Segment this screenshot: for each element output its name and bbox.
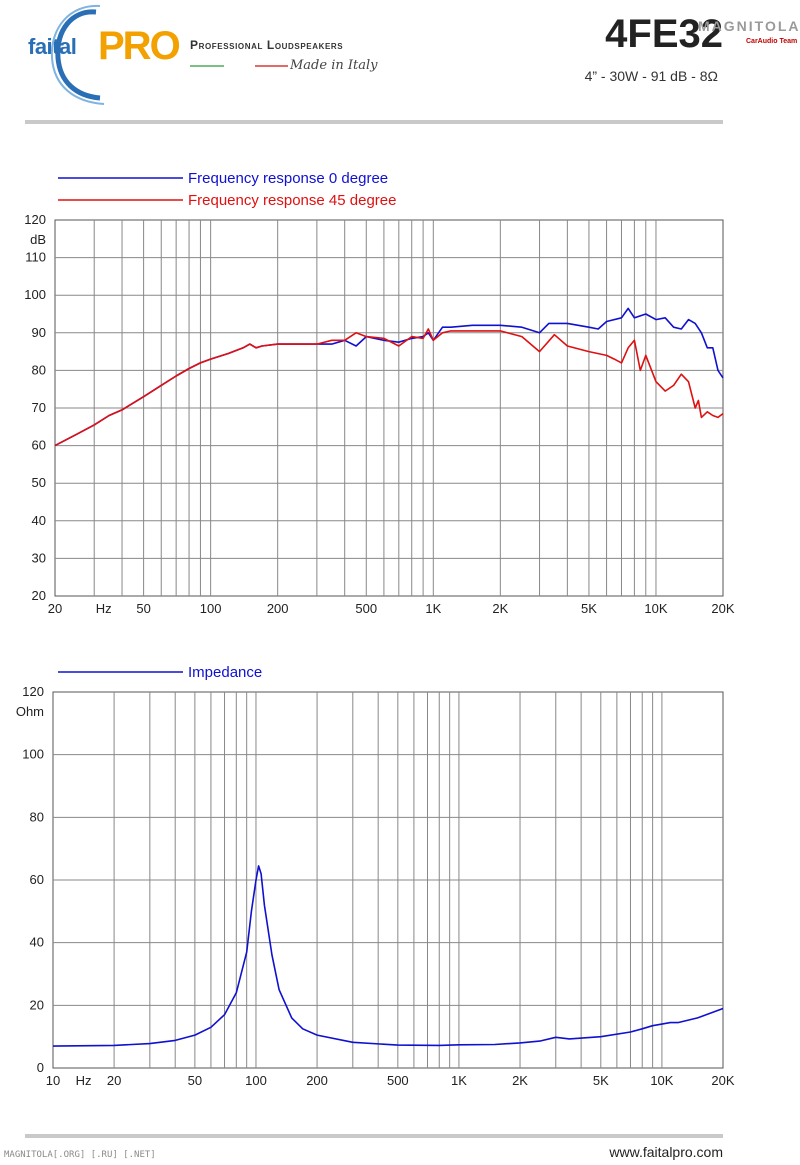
fr-y-tick-label: 90 (32, 325, 46, 340)
imp-y-tick-label: 100 (22, 747, 44, 762)
imp-legend-label-0: Impedance (188, 664, 262, 681)
imp-x-tick-label: 20K (711, 1073, 734, 1088)
imp-x-axis-label: Hz (76, 1073, 92, 1088)
imp-x-tick-label: 10K (650, 1073, 673, 1088)
imp-x-tick-label: 100 (245, 1073, 267, 1088)
fr-x-tick-label: 50 (136, 601, 150, 616)
imp-x-tick-label: 200 (306, 1073, 328, 1088)
fr-legend-label-1: Frequency response 45 degree (188, 192, 396, 209)
fr-legend-label-0: Frequency response 0 degree (188, 170, 388, 187)
imp-x-tick-label: 50 (188, 1073, 202, 1088)
top-separator (25, 120, 723, 124)
fr-y-tick-label: 100 (24, 287, 46, 302)
website-link[interactable]: www.faitalpro.com (609, 1144, 723, 1160)
imp-y-tick-label: 20 (30, 997, 44, 1012)
fr-x-tick-label: 100 (200, 601, 222, 616)
fr-x-tick-label: 10K (644, 601, 667, 616)
made-in-label: Made in Italy (290, 58, 378, 73)
imp-y-tick-label: 0 (37, 1060, 44, 1075)
imp-x-tick-label: 2K (512, 1073, 528, 1088)
fr-x-tick-label: 5K (581, 601, 597, 616)
imp-y-tick-label: 80 (30, 809, 44, 824)
imp-x-tick-label: 10 (46, 1073, 60, 1088)
model-title: 4FE32 (605, 12, 723, 56)
fr-y-tick-label: 60 (32, 438, 46, 453)
fr-x-tick-label: 2K (492, 601, 508, 616)
fr-y-tick-label: 40 (32, 513, 46, 528)
fr-y-tick-label: 80 (32, 362, 46, 377)
footer-watermark: MAGNITOLA[.ORG] [.RU] [.NET] (4, 1150, 156, 1160)
watermark: MAGNITOLA (698, 18, 800, 34)
bottom-separator (25, 1134, 723, 1138)
imp-y-axis-label: Ohm (16, 704, 44, 719)
fr-x-tick-label: 20K (711, 601, 734, 616)
watermark-sub: CarAudio Team (746, 38, 798, 45)
fr-y-tick-label: 30 (32, 550, 46, 565)
tagline: Professional Loudspeakers (190, 38, 344, 52)
fr-x-tick-label: 500 (355, 601, 377, 616)
imp-y-tick-label: 40 (30, 935, 44, 950)
imp-x-tick-label: 5K (593, 1073, 609, 1088)
fr-series-line-1 (54, 328, 724, 447)
imp-y-tick-label: 120 (22, 684, 44, 699)
imp-x-tick-label: 20 (107, 1073, 121, 1088)
fr-x-tick-label: 1K (425, 601, 441, 616)
fr-y-tick-label: 120 (24, 212, 46, 227)
fr-y-tick-label: 20 (32, 588, 46, 603)
fr-y-tick-label: 70 (32, 400, 46, 415)
fr-x-tick-label: 200 (267, 601, 289, 616)
imp-x-tick-label: 1K (451, 1073, 467, 1088)
fr-y-axis-label: dB (30, 232, 46, 247)
fr-x-axis-label: Hz (96, 601, 112, 616)
fr-y-tick-label: 50 (32, 475, 46, 490)
imp-y-tick-label: 60 (30, 872, 44, 887)
brand-logo-pro: PRO (98, 24, 181, 68)
imp-series-line-0 (52, 865, 724, 1047)
model-specs: 4” - 30W - 91 dB - 8Ω (584, 68, 718, 84)
imp-x-tick-label: 500 (387, 1073, 409, 1088)
fr-x-tick-label: 20 (48, 601, 62, 616)
fr-y-tick-label: 110 (25, 250, 46, 265)
